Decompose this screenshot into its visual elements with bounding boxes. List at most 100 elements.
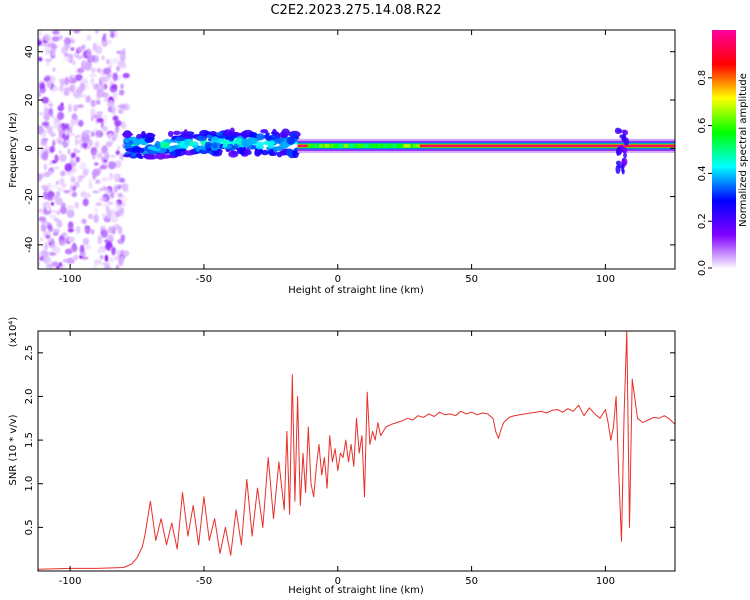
heatmap-signal-blob	[236, 147, 246, 155]
heatmap-noise-blob	[89, 73, 97, 78]
heatmap-signal-blob	[281, 128, 291, 137]
heatmap-signal-blob	[270, 131, 280, 135]
heatmap-signal-blob	[167, 130, 174, 137]
heatmap-noise-blob	[107, 256, 115, 263]
heatmap-noise-blob	[60, 206, 68, 215]
heatmap-noise-blob	[106, 209, 113, 219]
heatmap-signal-blob	[273, 146, 278, 154]
heatmap-line-segment	[324, 144, 330, 148]
heatmap-noise-blob	[67, 222, 74, 230]
heatmap-noise-blob	[120, 152, 124, 161]
heatmap-noise-blob	[109, 84, 118, 93]
heatmap-signal-blob	[260, 129, 269, 134]
heatmap-noise-blob	[102, 125, 108, 132]
spectrogram-x-ticks: -100 -50 0 50 100	[59, 30, 615, 285]
heatmap-noise-blob	[119, 64, 128, 69]
heatmap-noise-blob	[71, 192, 77, 198]
heatmap-noise-blob	[108, 172, 114, 180]
heatmap-line-segment	[397, 144, 405, 148]
heatmap-noise-blob	[55, 180, 59, 185]
heatmap-noise-blob	[116, 65, 121, 72]
heatmap-noise-blob	[107, 134, 112, 140]
heatmap-noise-blob	[90, 229, 95, 235]
y-tick-label: 2.5	[24, 345, 35, 361]
y-tick-label: 0	[24, 145, 35, 151]
heatmap-noise-blob	[72, 60, 76, 66]
spectrogram-y-ticks: 40 20 0 -20 -40	[24, 45, 675, 253]
heatmap-noise-blob	[41, 122, 49, 127]
heatmap-noise-blob	[60, 170, 66, 177]
heatmap-noise-blob	[122, 72, 130, 79]
heatmap-noise-blob	[77, 139, 83, 145]
heatmap-noise-blob	[116, 50, 123, 54]
heatmap-noise-blob	[94, 45, 103, 55]
heatmap-noise-blob	[60, 47, 69, 55]
heatmap-noise-blob	[91, 151, 96, 161]
heatmap-noise-blob	[101, 177, 110, 182]
heatmap-noise-blob	[73, 181, 80, 189]
heatmap-signal-blob	[265, 135, 273, 141]
spectrogram-y-axis-label: Frequency (Hz)	[8, 112, 19, 188]
heatmap-noise-blob	[46, 80, 51, 88]
heatmap-noise-blob	[92, 172, 96, 181]
heatmap-noise-blob	[112, 57, 119, 64]
heatmap-noise-blob	[117, 226, 123, 235]
heatmap-noise-blob	[51, 196, 60, 200]
heatmap-signal-blob	[228, 150, 239, 158]
heatmap-noise-blob	[84, 225, 91, 235]
heatmap-noise-blob	[77, 119, 84, 127]
heatmap-noise-blob	[86, 134, 91, 144]
heatmap-noise-blob	[40, 223, 47, 232]
heatmap-signal-blob	[292, 150, 299, 159]
heatmap-signal-blob	[223, 129, 233, 137]
heatmap-noise-blob	[94, 179, 101, 184]
heatmap-noise-blob	[47, 182, 52, 192]
heatmap-noise-blob	[107, 201, 114, 206]
heatmap-noise-blob	[117, 192, 124, 198]
heatmap-noise-blob	[67, 148, 71, 155]
heatmap-noise-blob	[52, 67, 56, 72]
heatmap-noise-blob	[49, 244, 55, 248]
heatmap-noise-blob	[55, 191, 61, 198]
heatmap-noise-blob	[63, 189, 71, 194]
heatmap-noise-blob	[74, 74, 83, 81]
heatmap-signal-blob	[125, 153, 132, 157]
heatmap-noise-blob	[105, 58, 110, 65]
heatmap-noise-blob	[119, 52, 126, 62]
heatmap-signal-blob	[183, 143, 189, 149]
x-tick-label: 50	[465, 274, 478, 285]
heatmap-line-segment	[369, 144, 379, 148]
x-tick-label: 100	[596, 576, 615, 587]
heatmap-noise-blob	[118, 104, 126, 109]
heatmap-noise-blob	[38, 173, 42, 182]
heatmap-noise-blob	[81, 141, 88, 149]
heatmap-noise-blob	[58, 150, 62, 155]
heatmap-noise-blob	[107, 39, 113, 44]
heatmap-noise-blob	[82, 237, 90, 246]
heatmap-line-segment	[414, 144, 420, 148]
heatmap-noise-blob	[70, 39, 76, 44]
heatmap-noise-blob	[43, 107, 50, 117]
heatmap-signal-blob	[246, 137, 258, 145]
heatmap-noise-blob	[90, 115, 94, 122]
heatmap-noise-blob	[117, 108, 124, 115]
heatmap-signal-blob	[121, 132, 134, 137]
heatmap-noise-blob	[113, 172, 117, 180]
heatmap-signal-blob	[291, 132, 297, 138]
heatmap-noise-blob	[73, 136, 78, 140]
heatmap-noise-blob	[104, 254, 109, 262]
heatmap-noise-blob	[73, 30, 81, 34]
heatmap-noise-blob	[108, 58, 114, 68]
colorbar-ticks: 0.0 0.2 0.4 0.6 0.8	[697, 70, 712, 276]
heatmap-noise-blob	[52, 87, 61, 92]
heatmap-noise-blob	[56, 210, 61, 215]
heatmap-noise-blob	[86, 49, 92, 58]
heatmap-noise-blob	[104, 188, 111, 194]
heatmap-signal-blob	[160, 154, 172, 159]
heatmap-noise-blob	[99, 165, 108, 170]
heatmap-line-segment	[403, 144, 411, 148]
heatmap-noise-blob	[52, 232, 59, 236]
heatmap-noise-blob	[102, 185, 107, 191]
heatmap-signal-blob	[140, 130, 146, 139]
